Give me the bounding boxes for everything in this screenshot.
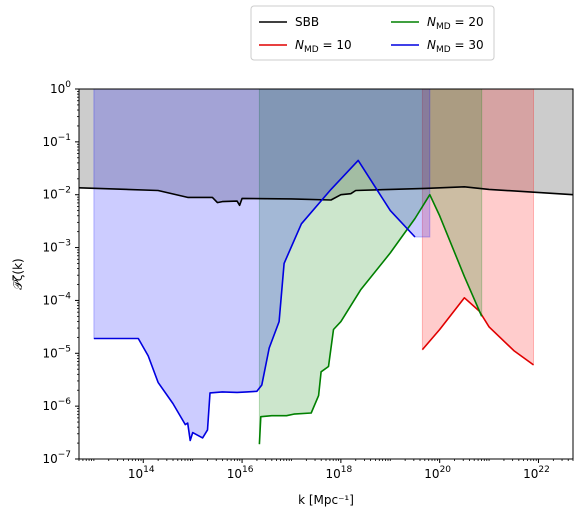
y-tick-label-7: 10−7 (42, 450, 71, 466)
y-tick-label-1: 10−1 (42, 133, 71, 149)
y-tick-label-4: 10−4 (42, 291, 71, 307)
x-axis-label: k [Mpc⁻¹] (298, 493, 354, 507)
legend-box (250, 5, 495, 61)
y-tick-label-0: 100 (50, 80, 71, 96)
line-layer (79, 159, 574, 445)
legend-label-2: NMD = 20 (427, 15, 484, 32)
line-series-3 (93, 159, 416, 442)
exclusion-layer (79, 89, 574, 206)
tick-layer: 1014 1016 1018 1020 102210010−110−210−310−41… (42, 80, 574, 481)
line-series-0 (79, 186, 574, 207)
y-tick-label-6: 10−6 (42, 397, 71, 413)
legend-label-3: NMD = 30 (427, 38, 484, 55)
y-tick-label-5: 10−5 (42, 344, 71, 360)
y-tick-label-3: 10−3 (42, 239, 71, 255)
y-axis-label: 𝒫ζ(k) (11, 258, 25, 290)
legend-label-0: SBB (295, 15, 319, 29)
legend-label-1: NMD = 10 (295, 38, 352, 55)
y-tick-label-2: 10−2 (42, 186, 71, 202)
line-series-2 (258, 193, 483, 445)
sbb-exclusion-region (79, 89, 574, 206)
legend: SBB NMD = 10 NMD = 20 NMD = 30 (250, 5, 495, 61)
